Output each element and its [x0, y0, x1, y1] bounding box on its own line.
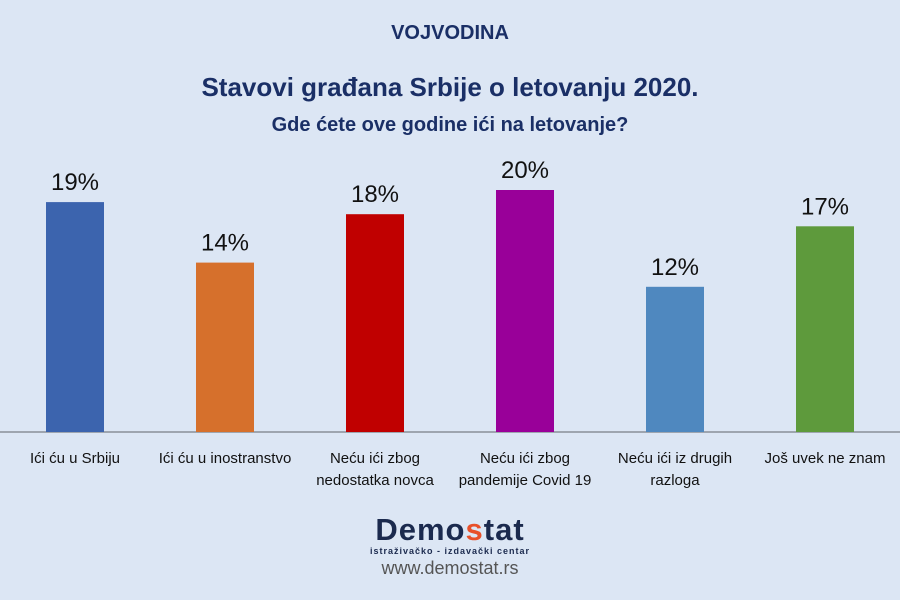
data-label: 17% — [801, 193, 849, 220]
category-label: Ići ću u Srbiju — [0, 448, 150, 470]
region-label: VOJVODINA — [391, 22, 509, 44]
category-label-line: razloga — [650, 472, 700, 489]
data-label: 14% — [201, 230, 249, 257]
data-label: 12% — [651, 254, 699, 281]
data-label: 19% — [51, 169, 99, 196]
demostat-logo: Demostat istraživačko - izdavački centar… — [0, 512, 900, 579]
data-label: 20% — [501, 157, 549, 184]
bar — [496, 190, 554, 432]
website-url: www.demostat.rs — [381, 558, 519, 578]
category-label: Ići ću u inostranstvo — [150, 448, 300, 470]
category-label-line: Neću ići iz drugih — [617, 450, 733, 467]
category-label: Neću ići zbog pandemije Covid 19 — [450, 448, 600, 492]
data-label: 18% — [351, 181, 399, 208]
chart-title: Stavovi građana Srbije o letovanju 2020. — [201, 72, 699, 102]
category-label-line: Neću ići zbog — [479, 450, 571, 467]
chart-subtitle: Gde ćete ove godine ići na letovanje? — [271, 114, 629, 136]
category-label-line: Neću ići zbog — [329, 450, 421, 467]
bar — [346, 214, 404, 432]
category-label-line: nedostatka novca — [316, 472, 434, 489]
bar — [46, 202, 104, 432]
bar — [196, 262, 254, 432]
category-label-line: pandemije Covid 19 — [458, 472, 592, 489]
category-label-line: Ići ću u Srbiju — [29, 450, 121, 467]
category-label: Neću ići zbog nedostatka novca — [300, 448, 450, 492]
category-label-line: Još uvek ne znam — [764, 450, 886, 467]
category-label: Još uvek ne znam — [750, 448, 900, 470]
category-label-line: Ići ću u inostranstvo — [158, 450, 292, 467]
logo-tagline: istraživačko - izdavački centar — [369, 546, 531, 556]
bar — [796, 226, 854, 432]
bar — [646, 286, 704, 432]
category-label: Neću ići iz drugih razloga — [600, 448, 750, 492]
